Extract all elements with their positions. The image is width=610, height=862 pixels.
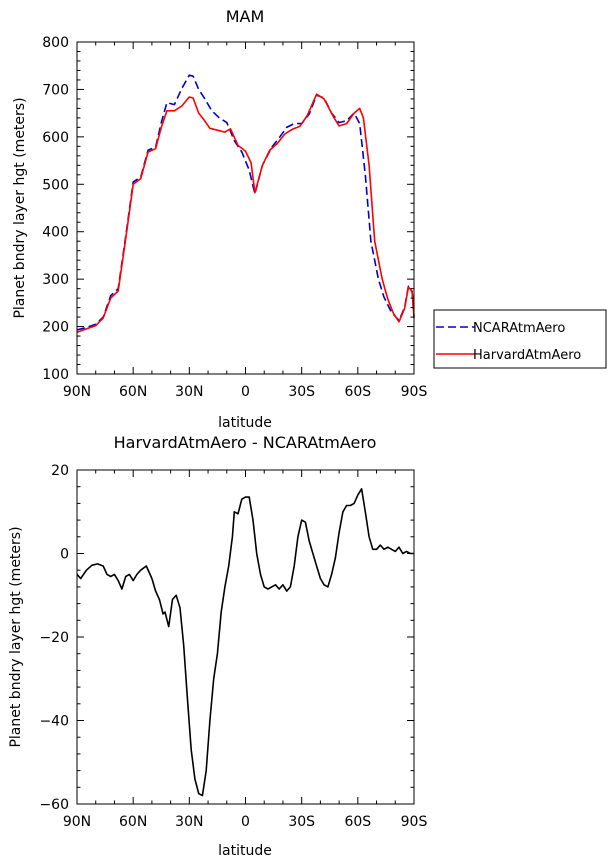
legend-label-harvard: HarvardAtmAero (473, 348, 581, 363)
top-xtick-label: 30N (175, 384, 203, 400)
top-ytick-label: 600 (42, 130, 69, 146)
top-ytick-label: 800 (42, 35, 69, 51)
top-xtick-label: 90S (401, 384, 428, 400)
bottom-ytick-label: 20 (51, 463, 69, 479)
top-panel-xlabel: latitude (218, 415, 272, 431)
top-panel-title: MAM (226, 7, 265, 26)
bottom-panel-ylabel: Planet bndry layer hgt (meters) (8, 526, 24, 747)
legend-label-ncar: NCARAtmAero (473, 321, 565, 336)
bottom-xtick-label: 90S (401, 814, 428, 830)
top-ytick-label: 200 (42, 320, 69, 336)
top-ytick-label: 500 (42, 177, 69, 193)
top-xtick-label: 30S (288, 384, 315, 400)
bottom-xtick-label: 30N (175, 814, 203, 830)
top-ytick-label: 100 (42, 367, 69, 383)
bottom-ytick-label: −40 (39, 714, 69, 730)
bottom-ytick-label: 0 (60, 547, 69, 563)
bottom-xtick-label: 90N (63, 814, 91, 830)
top-ytick-label: 700 (42, 82, 69, 98)
top-panel-frame (76, 41, 415, 375)
top-panel-ylabel: Planet bndry layer hgt (meters) (12, 97, 28, 318)
top-xtick-label: 0 (241, 384, 250, 400)
bottom-xtick-label: 30S (288, 814, 315, 830)
bottom-panel-frame (76, 469, 415, 805)
bottom-panel-title: HarvardAtmAero - NCARAtmAero (114, 433, 377, 452)
bottom-xtick-label: 0 (241, 814, 250, 830)
legend-box (433, 309, 607, 369)
top-xtick-label: 60N (119, 384, 147, 400)
top-xtick-label: 60S (344, 384, 371, 400)
bottom-ytick-label: −60 (39, 797, 69, 813)
bottom-panel-series (76, 488, 414, 797)
top-series-line-harvardatmaero (76, 93, 415, 334)
bottom-xtick-label: 60S (344, 814, 371, 830)
bottom-panel-xlabel: latitude (218, 843, 272, 859)
bottom-panel: HarvardAtmAero - NCARAtmAero −60 −40 −20 0 2… (8, 433, 427, 859)
bottom-ytick-label: −20 (39, 630, 69, 646)
top-ytick-label: 400 (42, 225, 69, 241)
top-series-line-ncaratmaero (76, 74, 415, 331)
bottom-xtick-label: 60N (119, 814, 147, 830)
top-xtick-label: 90N (63, 384, 91, 400)
top-panel: MAM 100 200 300 400 500 600 700 800 90N 60N 30N 0 3… (12, 7, 427, 431)
bottom-series-line-diff (76, 488, 414, 797)
legend: NCARAtmAero HarvardAtmAero (433, 309, 607, 369)
top-panel-series (76, 74, 415, 334)
top-ytick-label: 300 (42, 272, 69, 288)
